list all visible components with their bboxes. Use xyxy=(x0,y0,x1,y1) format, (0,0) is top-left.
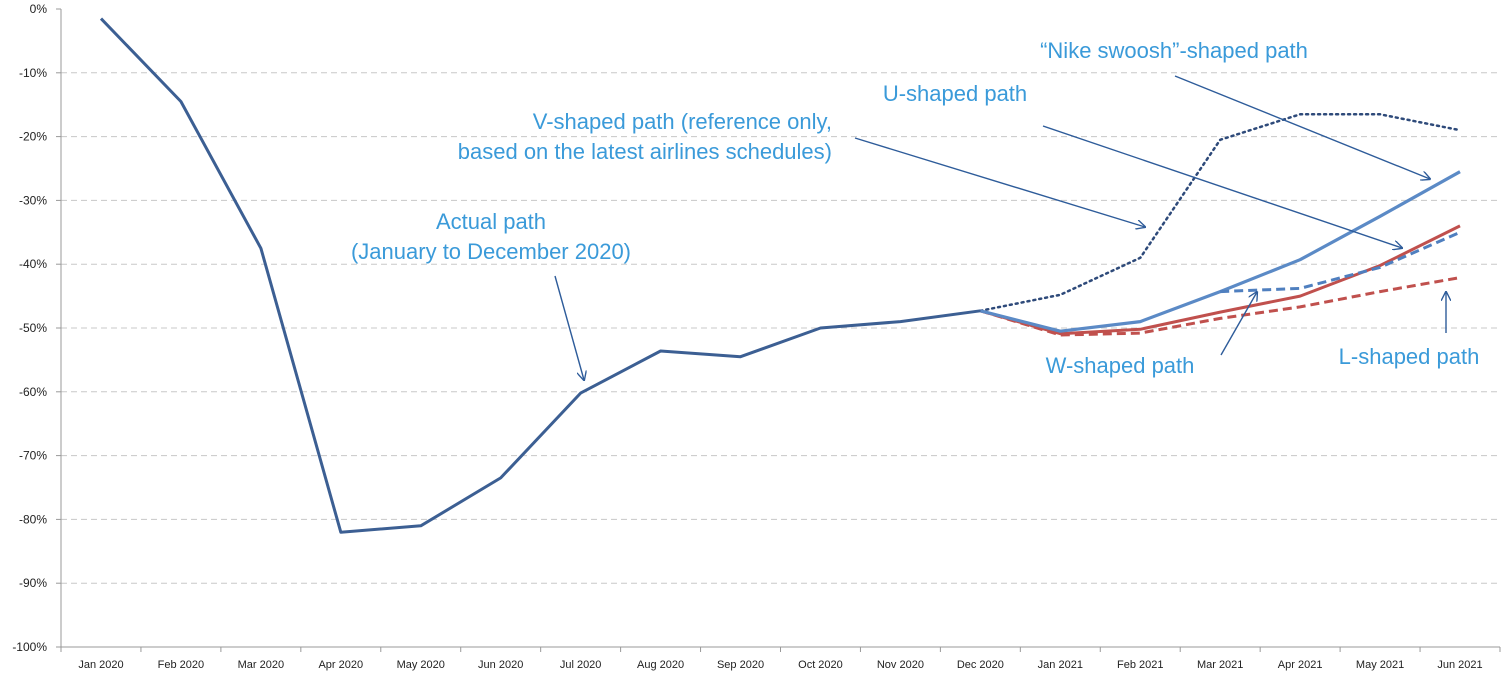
annotation-actual-line: (January to December 2020) xyxy=(351,239,631,264)
x-tick-label: Jul 2020 xyxy=(560,659,602,671)
y-tick-label: -20% xyxy=(19,130,47,144)
x-tick-label: Jan 2021 xyxy=(1038,659,1083,671)
axes xyxy=(56,8,1501,652)
v-arrow xyxy=(854,137,1145,227)
y-tick-label: -60% xyxy=(19,385,47,399)
x-tick-label: May 2021 xyxy=(1356,659,1404,671)
x-tick-label: Dec 2020 xyxy=(957,659,1004,671)
y-tick-label: -100% xyxy=(12,640,47,654)
series-lines xyxy=(99,17,1462,534)
x-tick-label: Jun 2021 xyxy=(1437,659,1482,671)
y-tick-label: -10% xyxy=(19,66,47,80)
annotation-w-line: W-shaped path xyxy=(1046,353,1195,378)
y-tick-label: -50% xyxy=(19,321,47,335)
annotation-u-line: U-shaped path xyxy=(883,81,1027,106)
y-axis-ticks: 0% -10% -20% -30% -40% -50% -60% -70% -80% -90% -1… xyxy=(12,2,47,654)
x-tick-label: Sep 2020 xyxy=(717,659,764,671)
series-line-actual xyxy=(99,17,981,534)
y-tick-label: -40% xyxy=(19,257,47,271)
annotation-arrows xyxy=(554,75,1446,380)
annotation-v-line: based on the latest airlines schedules) xyxy=(458,139,832,164)
y-tick-label: -30% xyxy=(19,193,47,207)
x-tick-label: Mar 2021 xyxy=(1197,659,1243,671)
x-axis-ticks: Jan 2020 Feb 2020 Mar 2020 Apr 2020 May 2020… xyxy=(78,659,1482,671)
x-tick-label: Nov 2020 xyxy=(877,659,924,671)
x-tick-label: Mar 2020 xyxy=(238,659,284,671)
annotation-l-line: L-shaped path xyxy=(1339,344,1480,369)
x-tick-label: Aug 2020 xyxy=(637,659,684,671)
annotation-nike-line: “Nike swoosh”-shaped path xyxy=(1040,38,1308,63)
y-tick-label: 0% xyxy=(30,2,48,16)
annotations: “Nike swoosh”-shaped path U-shaped path V-… xyxy=(351,38,1479,378)
x-tick-label: May 2020 xyxy=(397,659,445,671)
annotation-v-line: V-shaped path (reference only, xyxy=(533,109,832,134)
series-line-red_solid xyxy=(979,224,1461,336)
y-tick-label: -80% xyxy=(19,512,47,526)
x-tick-label: Feb 2021 xyxy=(1117,659,1163,671)
x-tick-label: Feb 2020 xyxy=(158,659,204,671)
actual-arrow xyxy=(554,275,584,380)
annotation-actual-line: Actual path xyxy=(436,209,546,234)
series-line-u xyxy=(980,170,1461,333)
x-tick-label: Apr 2021 xyxy=(1278,659,1323,671)
x-tick-label: Apr 2020 xyxy=(318,659,363,671)
series-line-v xyxy=(979,113,1462,313)
y-tick-label: -90% xyxy=(19,576,47,590)
x-tick-label: Oct 2020 xyxy=(798,659,843,671)
w-arrow xyxy=(1220,292,1257,356)
x-tick-label: Jan 2020 xyxy=(78,659,123,671)
series-line-l xyxy=(979,276,1461,337)
nike-arrow xyxy=(1174,75,1430,179)
x-tick-label: Jun 2020 xyxy=(478,659,523,671)
u-arrow xyxy=(1042,125,1402,248)
y-tick-label: -70% xyxy=(19,449,47,463)
